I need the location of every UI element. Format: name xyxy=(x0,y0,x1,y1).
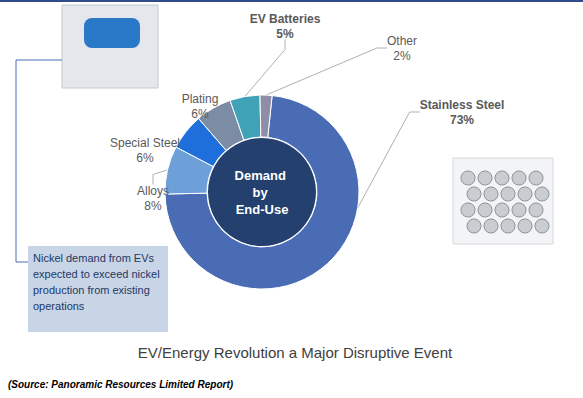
svg-text:EV/Energy Revolution a Major D: EV/Energy Revolution a Major Disruptive … xyxy=(138,344,453,361)
svg-text:Demand: Demand xyxy=(235,168,290,183)
svg-text:production from existing: production from existing xyxy=(33,284,153,296)
svg-text:6%: 6% xyxy=(136,151,154,165)
svg-text:by: by xyxy=(253,185,272,200)
svg-text:5%: 5% xyxy=(276,27,294,41)
svg-text:(Source: Panoramic Resources L: (Source: Panoramic Resources Limited Rep… xyxy=(8,379,234,390)
svg-text:6%: 6% xyxy=(191,107,209,121)
svg-text:Plating: Plating xyxy=(182,92,219,106)
svg-text:73%: 73% xyxy=(450,113,474,127)
svg-text:Nickel demand from EVs: Nickel demand from EVs xyxy=(33,252,157,264)
svg-text:8%: 8% xyxy=(144,199,162,213)
svg-text:expected to exceed nickel: expected to exceed nickel xyxy=(33,268,163,280)
svg-text:operations: operations xyxy=(33,300,85,312)
svg-text:2%: 2% xyxy=(393,49,411,63)
svg-text:Special Steel: Special Steel xyxy=(110,136,180,150)
svg-text:EV Batteries: EV Batteries xyxy=(250,12,321,26)
svg-text:Alloys: Alloys xyxy=(137,184,169,198)
svg-text:Other: Other xyxy=(387,34,417,48)
svg-text:End-Use: End-Use xyxy=(236,202,289,217)
svg-text:Stainless Steel: Stainless Steel xyxy=(420,98,505,112)
